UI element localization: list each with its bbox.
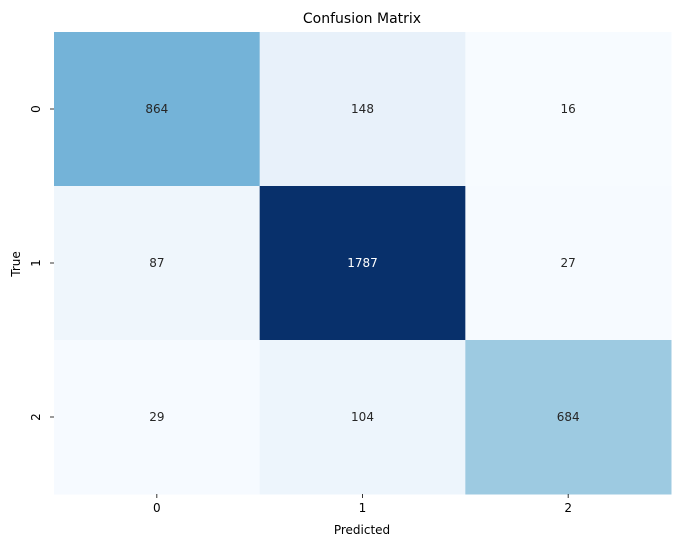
heatmap-cell-1-0 (54, 186, 261, 341)
x-tick-label-2: 2 (564, 501, 572, 515)
y-tick-label-1: 1 (29, 259, 43, 267)
y-tick-label-0: 0 (29, 105, 43, 113)
cell-value-label-0-0: 864 (145, 102, 168, 116)
x-axis-label: Predicted (334, 523, 390, 537)
heatmap-cell-1-2 (465, 186, 672, 341)
heatmap-cell-labels: 864 148 16 87 1787 27 29 104 684 (145, 102, 579, 424)
x-tick-label-0: 0 (153, 501, 161, 515)
heatmap-cell-2-1 (259, 340, 466, 495)
cell-value-label-2-0: 29 (149, 410, 164, 424)
cell-value-label-1-2: 27 (561, 256, 576, 270)
chart-title: Confusion Matrix (303, 11, 421, 27)
y-axis-label: True (9, 251, 23, 278)
x-axis-ticks: 0 1 2 (153, 494, 572, 515)
cell-value-label-1-0: 87 (149, 256, 164, 270)
cell-value-label-0-2: 16 (561, 102, 576, 116)
heatmap-cell-1-1 (259, 186, 466, 341)
y-axis-ticks: 0 1 2 (29, 105, 54, 421)
cell-value-label-2-2: 684 (557, 410, 580, 424)
heatmap-cell-2-0 (54, 340, 261, 495)
heatmap-cell-0-2 (465, 32, 672, 187)
heatmap-cell-2-2 (465, 340, 672, 495)
heatmap-cell-0-0 (54, 32, 261, 187)
heatmap-cells (54, 32, 672, 495)
cell-value-label-2-1: 104 (351, 410, 374, 424)
cell-value-label-0-1: 148 (351, 102, 374, 116)
heatmap-cell-0-1 (259, 32, 466, 187)
y-tick-label-2: 2 (29, 413, 43, 421)
x-tick-label-1: 1 (359, 501, 367, 515)
cell-value-label-1-1: 1787 (347, 256, 378, 270)
